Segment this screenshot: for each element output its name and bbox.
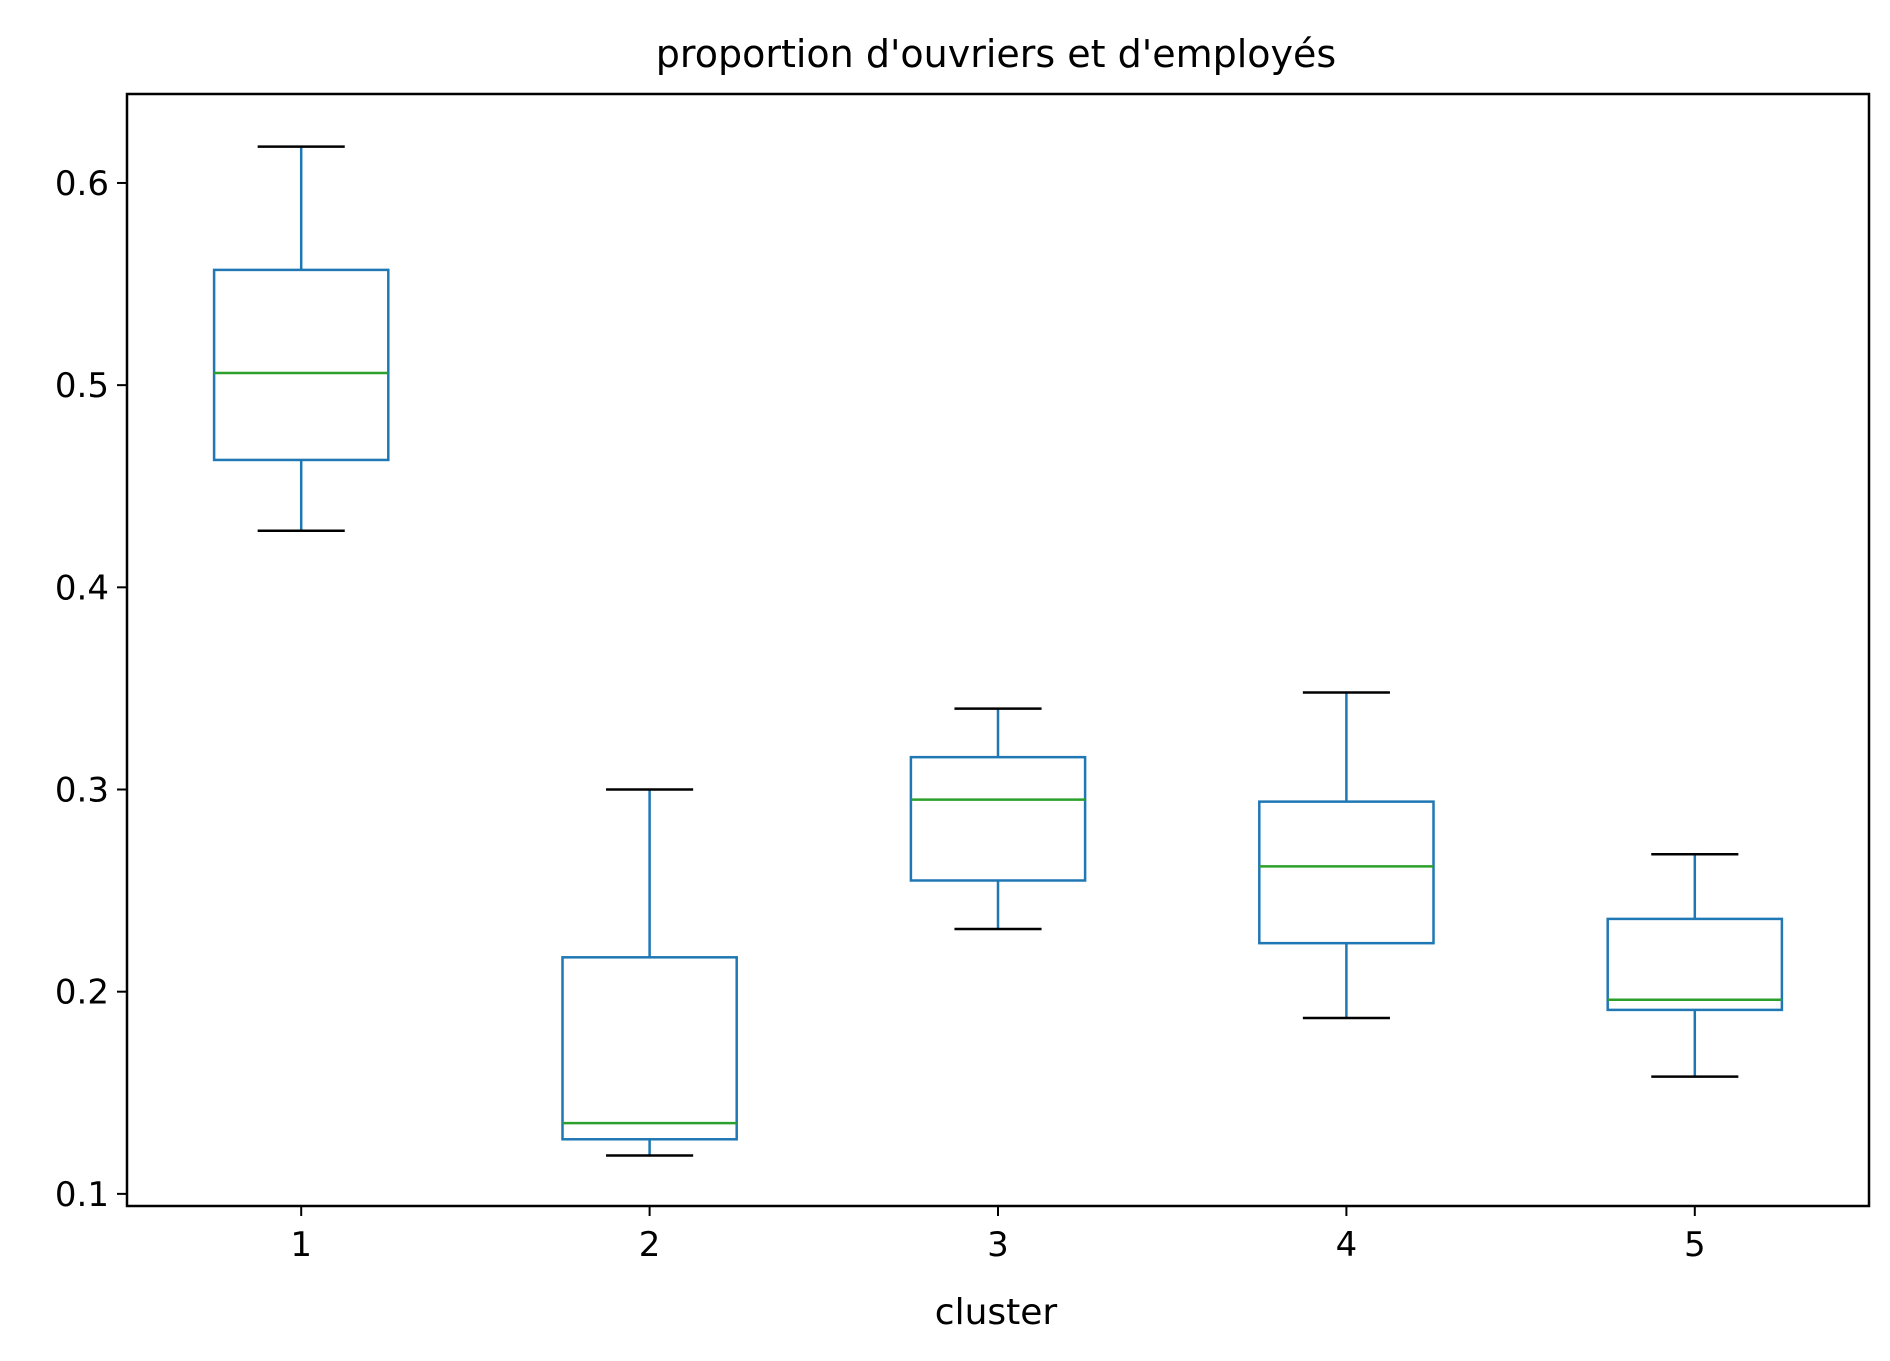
x-axis: 1 2 3 4 5: [290, 1206, 1706, 1265]
box-group-5: [1606, 852, 1784, 1078]
x-tick-label: 5: [1684, 1225, 1706, 1265]
x-tick-label: 3: [987, 1225, 1009, 1265]
iqr-box: [1258, 800, 1435, 945]
y-tick-label: 0.5: [55, 366, 109, 406]
box-group-3: [909, 707, 1087, 931]
box-group-2: [561, 788, 738, 1157]
y-axis: 0.1 0.2 0.3 0.4 0.5 0.6: [55, 164, 127, 1215]
plot-area: [212, 145, 1784, 1157]
y-tick-label: 0.3: [55, 771, 109, 811]
y-tick-label: 0.2: [55, 973, 109, 1013]
iqr-box: [909, 755, 1087, 882]
y-tick-label: 0.6: [55, 164, 109, 204]
x-axis-label: cluster: [935, 1292, 1058, 1333]
chart-title: proportion d'ouvriers et d'employés: [656, 32, 1336, 76]
box-group-4: [1258, 691, 1435, 1020]
iqr-box: [212, 268, 390, 462]
y-tick-label: 0.4: [55, 568, 109, 608]
x-tick-label: 2: [639, 1225, 661, 1265]
x-tick-label: 4: [1336, 1225, 1358, 1265]
box-group-1: [212, 145, 390, 532]
x-tick-label: 1: [290, 1225, 312, 1265]
y-tick-label: 0.1: [55, 1175, 109, 1215]
iqr-box: [561, 956, 738, 1141]
iqr-box: [1606, 917, 1784, 1012]
axes-frame: [125, 92, 1871, 1208]
